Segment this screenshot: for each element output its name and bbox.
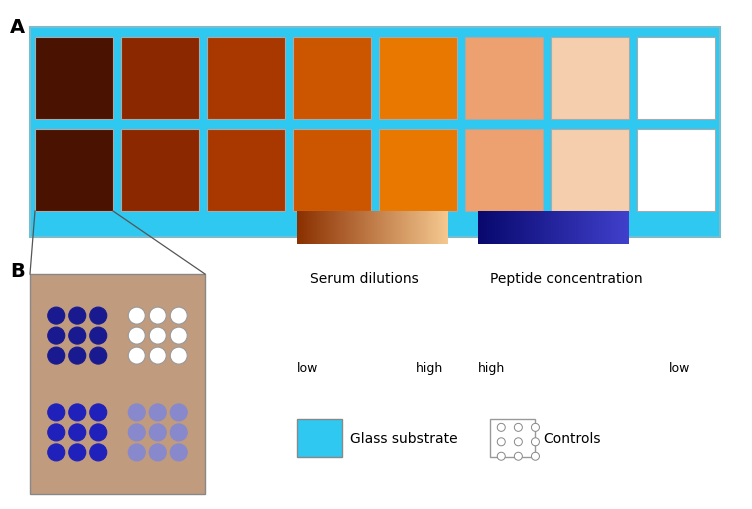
Bar	[121, 38, 199, 120]
Ellipse shape	[129, 444, 145, 461]
Text: B: B	[10, 262, 25, 280]
Bar	[379, 130, 457, 212]
Text: low: low	[669, 361, 690, 374]
Bar	[30, 28, 720, 238]
Ellipse shape	[514, 438, 523, 446]
Ellipse shape	[89, 424, 107, 441]
Bar	[207, 38, 285, 120]
Ellipse shape	[170, 444, 187, 461]
Ellipse shape	[149, 307, 166, 324]
Ellipse shape	[149, 327, 166, 345]
Ellipse shape	[89, 348, 107, 364]
Text: A: A	[10, 18, 25, 37]
Bar	[637, 130, 715, 212]
Ellipse shape	[47, 444, 65, 461]
Bar	[551, 130, 629, 212]
Ellipse shape	[89, 444, 107, 461]
Bar	[490, 419, 535, 457]
Ellipse shape	[68, 444, 86, 461]
Ellipse shape	[170, 404, 187, 421]
Ellipse shape	[47, 424, 65, 441]
Bar	[297, 419, 342, 457]
Bar	[35, 130, 113, 212]
Ellipse shape	[68, 307, 86, 324]
Ellipse shape	[149, 404, 166, 421]
Ellipse shape	[68, 348, 86, 364]
Bar	[35, 38, 113, 120]
Bar	[465, 38, 543, 120]
Ellipse shape	[89, 404, 107, 421]
Ellipse shape	[47, 348, 65, 364]
Text: high: high	[416, 361, 443, 374]
Ellipse shape	[47, 404, 65, 421]
Bar	[637, 38, 715, 120]
Ellipse shape	[129, 348, 145, 364]
Ellipse shape	[532, 423, 539, 432]
Text: Glass substrate: Glass substrate	[350, 431, 458, 445]
Ellipse shape	[149, 348, 166, 364]
Bar	[207, 130, 285, 212]
Bar	[121, 130, 199, 212]
Ellipse shape	[89, 327, 107, 345]
Text: Serum dilutions: Serum dilutions	[310, 271, 419, 286]
Ellipse shape	[514, 453, 523, 460]
Ellipse shape	[47, 327, 65, 345]
Bar	[293, 130, 371, 212]
Ellipse shape	[149, 424, 166, 441]
Text: Peptide concentration: Peptide concentration	[490, 271, 643, 286]
Ellipse shape	[497, 453, 505, 460]
Bar	[379, 38, 457, 120]
Bar	[551, 38, 629, 120]
Ellipse shape	[532, 453, 539, 460]
Ellipse shape	[514, 423, 523, 432]
Ellipse shape	[89, 307, 107, 324]
Bar	[465, 130, 543, 212]
Ellipse shape	[68, 327, 86, 345]
Ellipse shape	[47, 307, 65, 324]
Ellipse shape	[497, 438, 505, 446]
Ellipse shape	[129, 327, 145, 345]
Ellipse shape	[129, 424, 145, 441]
Ellipse shape	[170, 307, 187, 324]
Ellipse shape	[170, 348, 187, 364]
Ellipse shape	[129, 307, 145, 324]
Bar	[30, 274, 205, 494]
Ellipse shape	[68, 404, 86, 421]
Ellipse shape	[497, 423, 505, 432]
Ellipse shape	[170, 424, 187, 441]
Text: Controls: Controls	[543, 431, 601, 445]
Bar	[293, 38, 371, 120]
Ellipse shape	[149, 444, 166, 461]
Text: high: high	[478, 361, 505, 374]
Ellipse shape	[129, 404, 145, 421]
Ellipse shape	[170, 327, 187, 345]
Ellipse shape	[68, 424, 86, 441]
Ellipse shape	[532, 438, 539, 446]
Text: low: low	[297, 361, 318, 374]
